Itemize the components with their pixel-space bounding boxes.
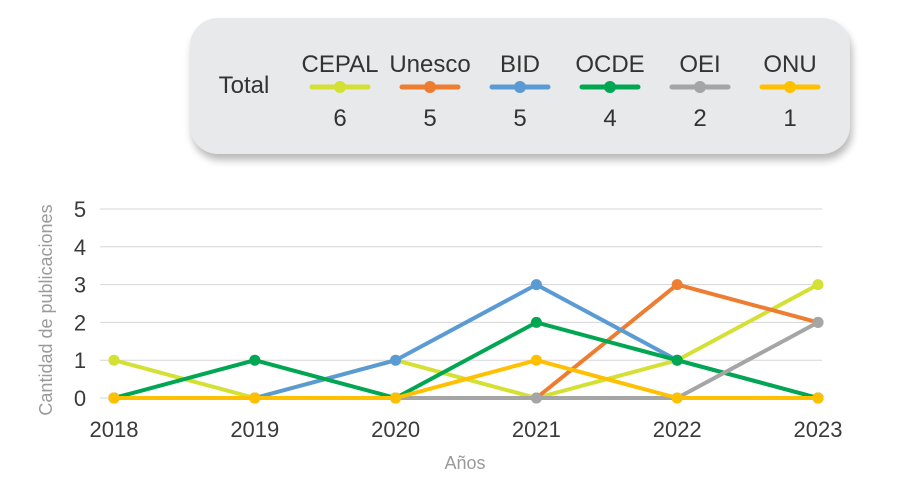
legend-series-name: ONU — [763, 51, 816, 78]
y-axis-ticks: 0 1 2 3 4 5 — [74, 197, 86, 411]
series-line-ocde — [112, 320, 820, 400]
series-line-onu — [112, 358, 820, 400]
series-onu — [108, 354, 824, 404]
y-axis-title: Cantidad de publicaciones — [36, 204, 56, 415]
x-tick-label: 2023 — [794, 417, 843, 442]
legend-swatch-marker — [514, 81, 526, 93]
data-point-cepal-2023 — [812, 279, 824, 291]
y-tick-label: 2 — [74, 310, 86, 335]
series-lines — [108, 279, 824, 404]
legend-swatch-marker — [694, 81, 706, 93]
legend-swatch-marker — [334, 81, 346, 93]
data-point-bid-2020 — [390, 354, 402, 366]
data-point-ocde-2019 — [249, 354, 261, 366]
legend-series-total: 5 — [513, 105, 526, 132]
legend-series-name: OCDE — [575, 51, 644, 78]
y-tick-label: 1 — [74, 348, 86, 373]
data-point-onu-2023 — [812, 392, 824, 404]
legend-total-label: Total — [219, 72, 270, 99]
legend-swatch-marker — [784, 81, 796, 93]
legend-swatch-marker — [604, 81, 616, 93]
data-point-unesco-2022 — [671, 279, 683, 291]
y-tick-label: 3 — [74, 273, 86, 298]
data-point-cepal-2018 — [108, 354, 120, 366]
legend-series-name: CEPAL — [302, 51, 379, 78]
legend-item-cepal: CEPAL 6 — [302, 51, 379, 132]
legend-series-name: OEI — [679, 51, 720, 78]
x-tick-label: 2018 — [90, 417, 139, 442]
x-axis-ticks: 2018 2019 2020 2021 2022 2023 — [90, 417, 843, 442]
legend-item-unesco: Unesco 5 — [389, 51, 470, 132]
legend-item-ocde: OCDE 4 — [575, 51, 644, 132]
x-axis-title: Años — [444, 453, 485, 473]
data-point-ocde-2022 — [671, 354, 683, 366]
data-point-ocde-2021 — [530, 316, 542, 328]
series-cepal — [108, 279, 824, 404]
legend-item-onu: ONU 1 — [759, 51, 821, 132]
y-tick-label: 5 — [74, 197, 86, 222]
legend-series-total: 5 — [423, 105, 436, 132]
legend-item-oei: OEI 2 — [669, 51, 731, 132]
data-point-onu-2020 — [390, 392, 402, 404]
data-point-oei-2021 — [530, 392, 542, 404]
data-point-onu-2022 — [671, 392, 683, 404]
data-point-onu-2018 — [108, 392, 120, 404]
y-tick-label: 0 — [74, 386, 86, 411]
x-tick-label: 2021 — [512, 417, 561, 442]
legend-series-name: BID — [500, 51, 540, 78]
legend: Total CEPAL 6 Unesco 5 BID 5 OCDE 4 OEI 2 ONU 1 — [219, 51, 821, 132]
data-point-onu-2021 — [530, 354, 542, 366]
data-point-bid-2021 — [530, 279, 542, 291]
data-point-onu-2019 — [249, 392, 261, 404]
legend-swatch-marker — [424, 81, 436, 93]
legend-series-total: 4 — [603, 105, 616, 132]
data-point-oei-2023 — [812, 316, 824, 328]
x-tick-label: 2020 — [371, 417, 420, 442]
x-tick-label: 2022 — [653, 417, 702, 442]
legend-item-bid: BID 5 — [489, 51, 551, 132]
x-tick-label: 2019 — [230, 417, 279, 442]
legend-series-total: 2 — [693, 105, 706, 132]
legend-series-total: 6 — [333, 105, 346, 132]
legend-series-name: Unesco — [389, 51, 470, 78]
y-tick-label: 4 — [74, 235, 86, 260]
legend-series-total: 1 — [783, 105, 796, 132]
